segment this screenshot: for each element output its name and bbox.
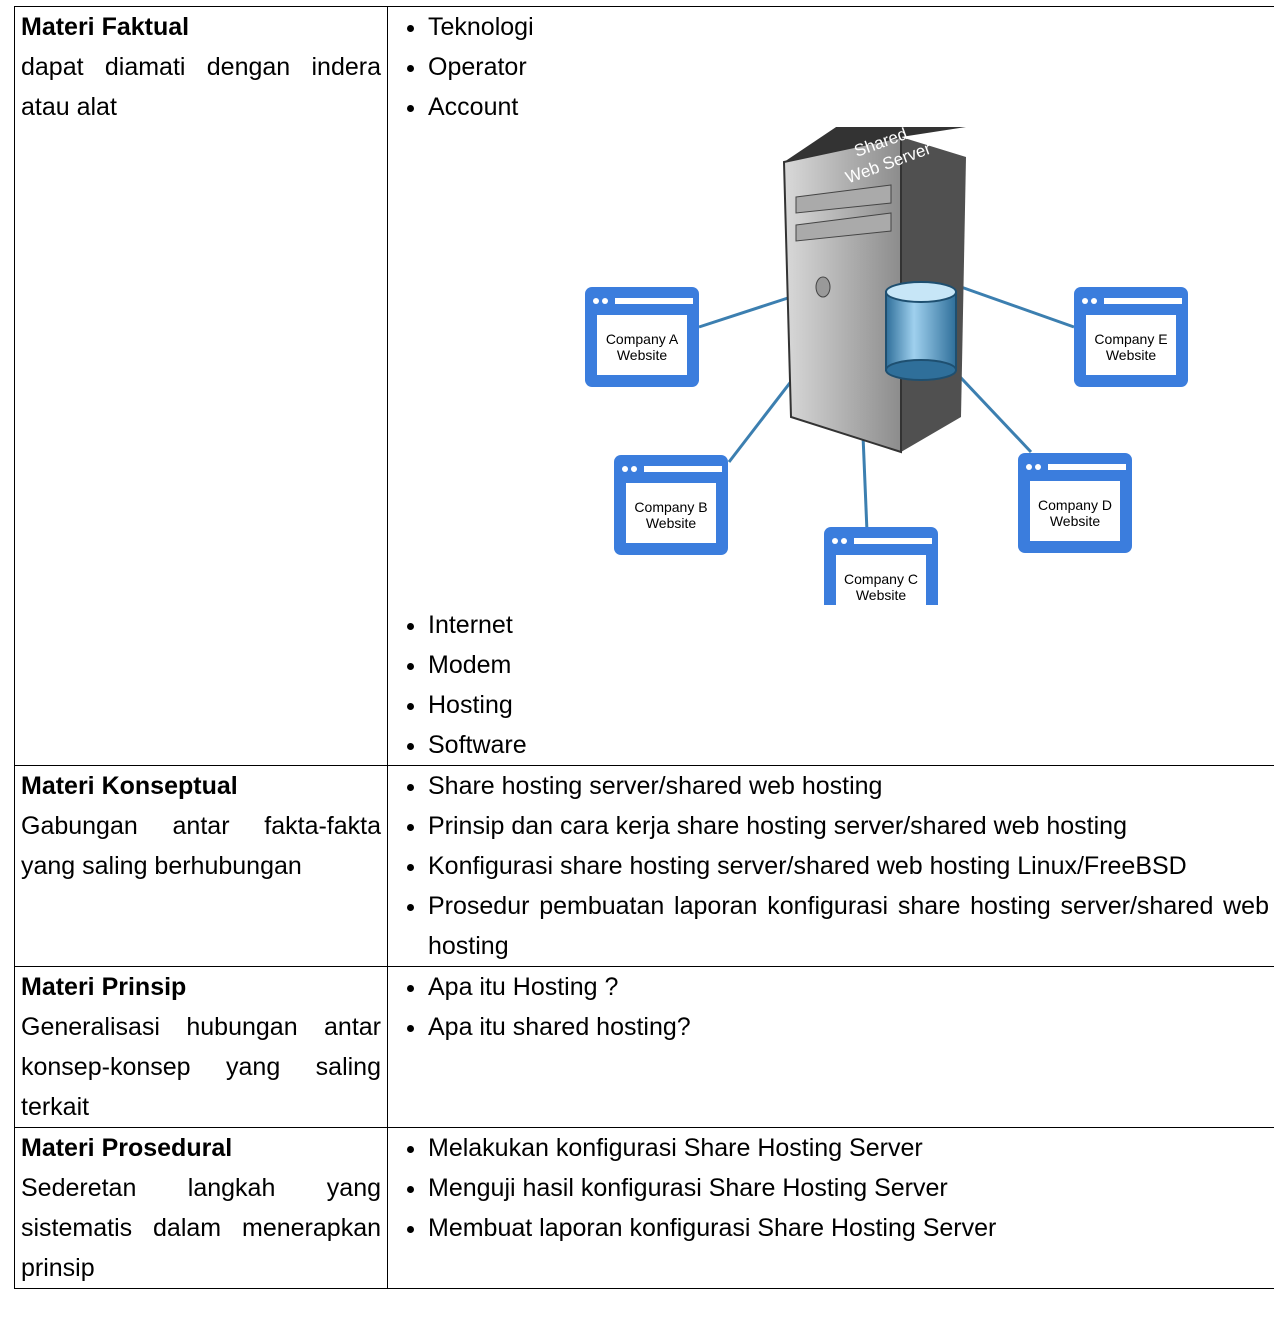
bullet-item: Software [428, 725, 1269, 765]
bullet-item: Account [428, 87, 1269, 127]
window-dot [602, 298, 608, 304]
cylinder-top [885, 281, 957, 303]
table-row: Materi Prosedural Sederetan langkah yang … [14, 1127, 1274, 1289]
label-cell: Materi Prosedural Sederetan langkah yang … [14, 1127, 388, 1289]
label-cell: Materi Prinsip Generalisasi hubungan anta… [14, 966, 388, 1128]
row-description: dapat diamati dengan indera atau alat [21, 53, 381, 121]
connector [698, 295, 792, 329]
material-table: Materi Faktual dapat diamati dengan inder… [14, 6, 1274, 1289]
window-pane [1030, 481, 1120, 541]
window-bar [1104, 298, 1182, 304]
bullet-item: Membuat laporan konfigurasi Share Hostin… [428, 1208, 1269, 1248]
row-label: Materi Faktual [21, 13, 190, 41]
window-pane [597, 315, 687, 375]
connector [960, 285, 1075, 329]
window-dot [832, 538, 838, 544]
figure: Shared Web Server Company A Website Company … [394, 117, 1269, 627]
bullet-list: InternetModemHostingSoftware [394, 605, 1269, 765]
window-bar [1048, 464, 1126, 470]
window-dot [1091, 298, 1097, 304]
power-button [815, 276, 831, 298]
bullet-item: Menguji hasil konfigurasi Share Hosting … [428, 1168, 1269, 1208]
website-label: Company A [606, 331, 679, 347]
drive-bay [795, 184, 892, 214]
website-label: Company D [1038, 497, 1112, 513]
bullet-item: Melakukan konfigurasi Share Hosting Serv… [428, 1128, 1269, 1168]
bullet-item: Hosting [428, 685, 1269, 725]
window-dot [593, 298, 599, 304]
row-description: Gabungan antar fakta-fakta yang saling b… [21, 812, 381, 880]
bullet-list: TeknologiOperatorAccount [394, 7, 1269, 127]
label-cell: Materi Konseptual Gabungan antar fakta-fa… [14, 765, 388, 967]
website-label: Website [646, 515, 697, 531]
bullet-list: Share hosting server/shared web hostingP… [394, 766, 1269, 966]
bullet-item: Share hosting server/shared web hosting [428, 766, 1269, 806]
content-cell: TeknologiOperatorAccountSharedWeb Server… [387, 6, 1274, 766]
window-dot [1082, 298, 1088, 304]
window-bar [644, 466, 722, 472]
table-row: Materi Prinsip Generalisasi hubungan anta… [14, 966, 1274, 1128]
table-row: Materi Konseptual Gabungan antar fakta-fa… [14, 765, 1274, 967]
server-front [782, 135, 902, 454]
website-label: Website [617, 347, 668, 363]
website-label: Website [1050, 513, 1101, 529]
website-label: Website [856, 587, 907, 603]
window-dot [841, 538, 847, 544]
server-top [784, 117, 966, 162]
table-body: Materi Faktual dapat diamati dengan inder… [14, 6, 1274, 1289]
website-label: Company E [1094, 331, 1167, 347]
row-label: Materi Prinsip [21, 973, 187, 1001]
cylinder-bottom [885, 359, 957, 381]
cylinder-body [885, 291, 957, 371]
row-description: Sederetan langkah yang sistematis dalam … [21, 1174, 381, 1282]
content-cell: Apa itu Hosting ?Apa itu shared hosting? [387, 966, 1274, 1128]
window-dot [1026, 464, 1032, 470]
website-label: Website [1106, 347, 1157, 363]
window-bar [854, 538, 932, 544]
window-dot [622, 466, 628, 472]
bullet-item: Konfigurasi share hosting server/shared … [428, 846, 1269, 886]
bullet-item: Internet [428, 605, 1269, 645]
bullet-item: Prinsip dan cara kerja share hosting ser… [428, 806, 1269, 846]
row-label: Materi Konseptual [21, 772, 238, 800]
window-dot [631, 466, 637, 472]
bullet-item: Apa itu Hosting ? [428, 967, 1269, 1007]
window-dot [1035, 464, 1041, 470]
content-cell: Share hosting server/shared web hostingP… [387, 765, 1274, 967]
window-pane [1086, 315, 1176, 375]
website-label: Company B [634, 499, 707, 515]
bullet-item: Teknologi [428, 7, 1269, 47]
website-label: Company C [844, 571, 918, 587]
window-pane [626, 483, 716, 543]
label-cell: Materi Faktual dapat diamati dengan inder… [14, 6, 388, 766]
table-row: Materi Faktual dapat diamati dengan inder… [14, 6, 1274, 766]
row-description: Generalisasi hubungan antar konsep-konse… [21, 1013, 381, 1121]
bullet-item: Apa itu shared hosting? [428, 1007, 1269, 1047]
bullet-item: Operator [428, 47, 1269, 87]
window-bar [615, 298, 693, 304]
bullet-list: Melakukan konfigurasi Share Hosting Serv… [394, 1128, 1269, 1248]
content-cell: Melakukan konfigurasi Share Hosting Serv… [387, 1127, 1274, 1289]
bullet-item: Modem [428, 645, 1269, 685]
row-label: Materi Prosedural [21, 1134, 233, 1162]
bullet-item: Prosedur pembuatan laporan konfigurasi s… [428, 886, 1269, 966]
drive-bay [795, 212, 892, 242]
bullet-list: Apa itu Hosting ?Apa itu shared hosting? [394, 967, 1269, 1047]
